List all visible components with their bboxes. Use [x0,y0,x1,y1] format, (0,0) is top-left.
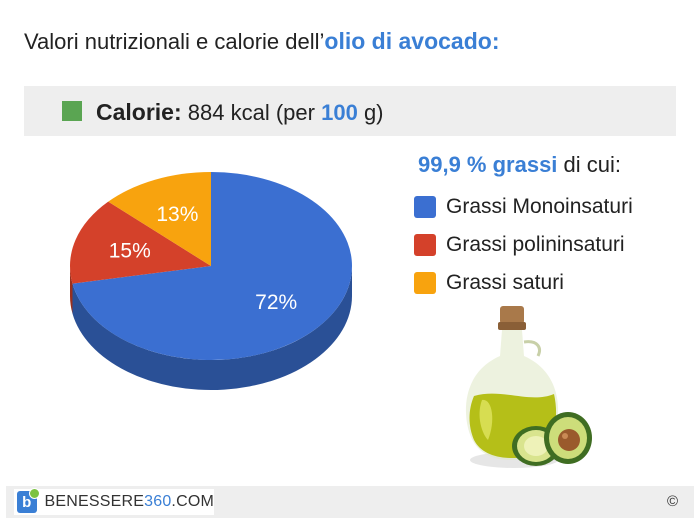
avocado-left-center [524,436,548,456]
chart-legend: Grassi Monoinsaturi Grassi polininsaturi… [414,188,633,302]
pie-label-grassi-polininsaturi: 15% [109,239,151,262]
logo-dot [28,488,40,499]
legend-heading: 99,9 % grassi di cui: [418,152,621,178]
legend-heading-highlight: 99,9 % grassi [418,152,558,177]
pie-chart: 72% 15%13% [70,172,352,390]
b360-logo-icon: b [17,488,40,513]
bottle-handle [523,340,541,357]
title-highlight: olio di avocado [324,28,492,54]
pie-label-grassi-saturi: 13% [156,203,198,226]
brand-logo[interactable]: b BENESSERE360.COM [14,488,214,515]
green-square-icon [62,101,82,121]
legend-item-monounsaturated: Grassi Monoinsaturi [414,188,633,226]
calorie-text: Calorie: 884 kcal (per 100 g) [96,99,384,126]
calorie-banner: Calorie: 884 kcal (per 100 g) [24,86,676,136]
legend-label-polyunsaturated: Grassi polininsaturi [446,233,625,256]
calorie-value: 884 kcal [187,100,270,125]
avocado-pit [558,429,580,451]
calorie-per-prefix: (per [275,100,315,125]
title-prefix: Valori nutrizionali e calorie dell’ [24,29,325,54]
bottle-cork [500,306,524,324]
pie-side-grassi-polininsaturi [70,266,73,314]
calorie-label: Calorie: [96,99,182,125]
legend-item-polyunsaturated: Grassi polininsaturi [414,226,633,264]
bottle-cork-ring [498,322,526,330]
legend-heading-suffix: di cui: [557,152,622,177]
bottle-highlight [479,399,493,440]
calorie-per-suffix: g) [363,100,384,125]
pie-top [70,172,352,360]
title-suffix: : [491,28,500,54]
legend-swatch-polyunsaturated [414,234,436,256]
pie-slice-grassi-monoinsaturi [72,172,352,360]
brand-name: BENESSERE360.COM [44,493,214,510]
legend-swatch-saturated [414,272,436,294]
pie-side [70,266,352,390]
footer-bar: b BENESSERE360.COM © [6,486,694,518]
pie-slice-grassi-saturi [108,172,211,266]
calorie-per-amount: 100 [321,100,358,125]
legend-item-saturated: Grassi saturi [414,264,633,302]
pie-side-grassi-monoinsaturi [72,266,352,390]
copyright-mark: © [666,493,678,510]
legend-label-saturated: Grassi saturi [446,271,564,294]
avocado-pit-shine [562,433,568,439]
legend-label-monounsaturated: Grassi Monoinsaturi [446,195,633,218]
pie-slice-grassi-polininsaturi [70,201,211,284]
avocado-oil-illustration [465,306,592,468]
page-title: Valori nutrizionali e calorie dell’olio … [24,28,500,55]
legend-swatch-monounsaturated [414,196,436,218]
pie-labels: 72% 15%13% [109,203,297,314]
pie-label-grassi-monoinsaturi: 72% [255,291,297,314]
